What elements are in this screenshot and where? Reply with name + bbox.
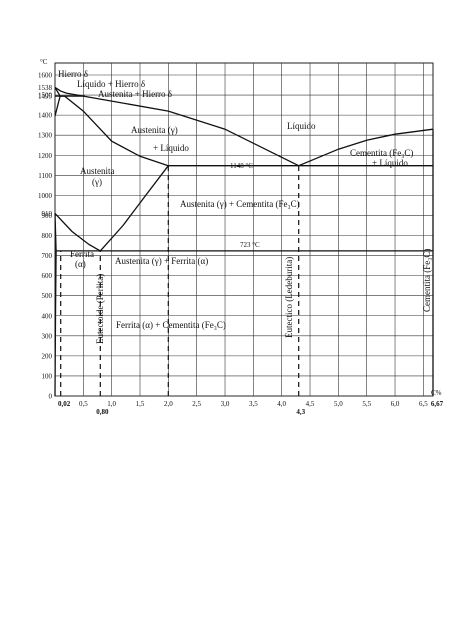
axis-tick-labels: 1600150014001300120011001000900800700600… [38, 72, 444, 417]
austenita-hierro-delta-label: Austenita + Hierro δ [98, 89, 172, 99]
y-special-tick-label: 1538 [38, 84, 53, 92]
y-tick-label: 1400 [38, 112, 53, 120]
y-tick-label: 300 [42, 332, 53, 340]
ferrita-cementita-label: Ferrita (α) + Cementita (Fe₃C) [116, 320, 226, 330]
austenita-liquido-label-2: + Líquido [153, 143, 189, 153]
acm-line [99, 165, 169, 252]
y-tick-label: 1200 [38, 152, 53, 160]
ferrita-label: Ferrita [70, 249, 94, 259]
y-unit-label: °C [40, 58, 48, 66]
liquido-label: Líquido [287, 121, 316, 131]
x-tick-label: 0,5 [79, 400, 88, 408]
eutectoid-temp-label: 723 °C [240, 241, 260, 249]
x-unit-label: C% [431, 389, 442, 397]
delta-gamma-boundary [54, 95, 61, 117]
y-tick-label: 1000 [38, 192, 53, 200]
cementita-vertical-label: Cementita (Fe₃C) [422, 249, 432, 312]
x-tick-label: 2,5 [192, 400, 201, 408]
x-tick-label: 6,0 [391, 400, 400, 408]
liquidus-right [298, 128, 434, 167]
austenita-label: Austenita [80, 166, 115, 176]
ferrite-solvus [54, 250, 57, 397]
x-special-tick-label: 0,80 [96, 408, 109, 416]
alpha-gamma-left [54, 213, 57, 251]
hierro-delta-label: Hierro δ [58, 69, 88, 79]
austenita-gamma-label: (γ) [92, 177, 102, 187]
y-special-tick-label: 1495 [38, 93, 53, 101]
eutectoide-vertical-label: Eutectoide (Perlita) [95, 274, 105, 344]
x-tick-label: 4,5 [306, 400, 315, 408]
y-tick-label: 1600 [38, 72, 53, 80]
austenita-liquido-label: Austenita (γ) [131, 125, 178, 135]
liquido-hierro-delta-label: Líquido + Hierro δ [77, 79, 145, 89]
delta-solidus [54, 87, 61, 97]
y-tick-label: 1100 [38, 172, 52, 180]
ferrita-alpha-label: (α) [75, 259, 86, 269]
austenite-solidus [64, 95, 169, 167]
y-tick-label: 900 [42, 212, 53, 220]
liquidus-left [54, 86, 299, 167]
x-tick-label: 5,5 [362, 400, 371, 408]
y-tick-label: 600 [42, 272, 53, 280]
cementita-liquido-label-2: + Líquido [372, 158, 408, 168]
x-tick-label: 1,0 [107, 400, 116, 408]
austenita-ferrita-label: Austenita (γ) + Ferrita (α) [115, 256, 208, 266]
y-special-tick-label: 910 [42, 210, 53, 218]
phase-boundaries [54, 86, 434, 397]
x-special-tick-label: 6,67 [431, 400, 444, 408]
a3-line [54, 212, 101, 252]
x-tick-label: 3,0 [221, 400, 230, 408]
y-tick-label: 800 [42, 232, 53, 240]
x-tick-label: 6,5 [419, 400, 428, 408]
eutectic-temp-label: 1148 °C [230, 162, 253, 170]
eutectico-vertical-label: Eutectico (Ledeburita) [284, 257, 294, 338]
cementita-liquido-label: Cementita (Fe₃C) [350, 148, 413, 158]
y-tick-label: 700 [42, 252, 53, 260]
y-tick-label: 1500 [38, 92, 53, 100]
grid-lines [54, 62, 434, 397]
x-tick-label: 2,0 [164, 400, 173, 408]
x-tick-label: 4,0 [277, 400, 286, 408]
y-tick-label: 200 [42, 352, 53, 360]
x-special-tick-label: 0,02 [58, 400, 71, 408]
y-tick-label: 100 [42, 372, 53, 380]
x-tick-label: 5,0 [334, 400, 343, 408]
x-tick-label: 3,5 [249, 400, 258, 408]
y-tick-label: 400 [42, 312, 53, 320]
x-tick-label: 1,5 [136, 400, 145, 408]
austenita-cementita-label: Austenita (γ) + Cementita (Fe₃C) [180, 199, 300, 209]
y-tick-label: 1300 [38, 132, 53, 140]
y-tick-label: 0 [49, 393, 53, 401]
x-special-tick-label: 4,3 [296, 408, 305, 416]
y-tick-label: 500 [42, 292, 53, 300]
